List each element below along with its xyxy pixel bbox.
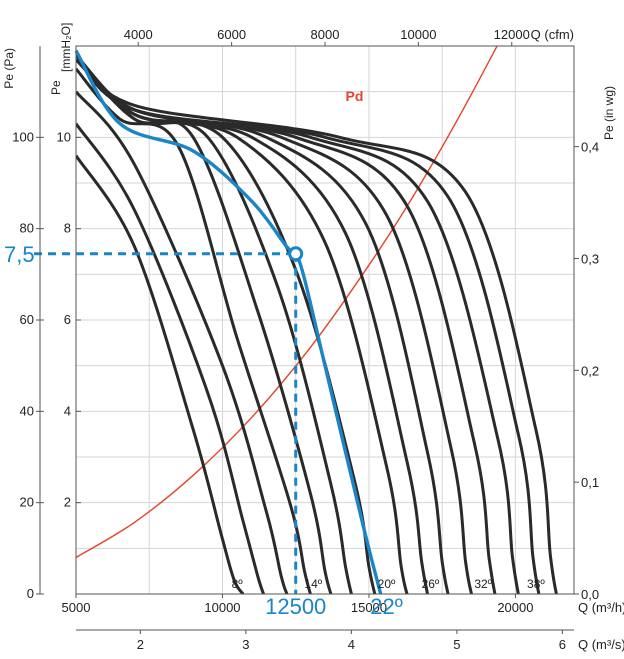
right-inwg-axis-title: Pe (in wg) (602, 86, 616, 140)
blade-label: 14º (304, 577, 322, 591)
blade-curve-14º (76, 67, 312, 594)
left-mm-tick-label: 10 (57, 129, 71, 144)
bottom-m3h-axis-title: Q (m³/h) (578, 600, 624, 615)
highlight-angle-label: 22º (370, 594, 403, 619)
left-pa-tick-label: 0 (27, 586, 34, 601)
right-inwg-tick-label: 0,3 (581, 251, 599, 266)
blade-curve-38º (76, 53, 558, 594)
blade-curve-10º (76, 122, 265, 594)
blade-label: 26º (422, 577, 440, 591)
pd-label: Pd (346, 88, 364, 104)
operating-q-label: 12500 (265, 594, 326, 619)
left-pa-axis-title: Pe (Pa) (2, 48, 16, 89)
bottom-m3s-tick-label: 2 (137, 637, 144, 652)
bottom-m3s-axis-title: Q (m³/s) (578, 637, 624, 652)
top-cfm-tick-label: 6000 (217, 27, 246, 42)
left-pa-tick-label: 80 (20, 221, 34, 236)
blade-curves (76, 53, 558, 594)
top-cfm-tick-label: 4000 (124, 27, 153, 42)
operating-point-marker (288, 246, 304, 262)
blade-curve-18º (76, 54, 353, 594)
blade-curve-32º (76, 54, 497, 594)
left-pa-tick-label: 60 (20, 312, 34, 327)
blade-label: 20º (378, 577, 396, 591)
left-mm-tick-label: 2 (64, 495, 71, 510)
bottom-m3h-tick-label: 15000 (351, 600, 387, 615)
axes (36, 42, 579, 634)
bottom-m3s-tick-label: 3 (242, 637, 249, 652)
left-pa-tick-label: 100 (12, 129, 34, 144)
right-inwg-tick-label: 0,4 (581, 140, 599, 155)
left-mm-tick-label: 6 (64, 312, 71, 327)
blade-curve-8º (76, 154, 245, 594)
top-cfm-tick-label: 10000 (400, 27, 436, 42)
top-cfm-tick-label: 8000 (311, 27, 340, 42)
left-pa-tick-label: 40 (20, 403, 34, 418)
blade-label: 32º (474, 577, 492, 591)
blade-curve-26º (76, 54, 429, 594)
right-inwg-tick-label: 0,0 (581, 587, 599, 602)
bottom-m3h-tick-label: 10000 (204, 600, 240, 615)
top-cfm-tick-label: 12000 (494, 27, 530, 42)
right-inwg-tick-label: 0,1 (581, 475, 599, 490)
labels: 0 20 40 60 80 100 Pe (Pa) 2 4 6 8 10 Pe [mmH₂O] 0,0 0,1… (2, 23, 624, 652)
left-mm-axis-unit: [mmH₂O] (59, 23, 73, 72)
bottom-m3s-tick-label: 6 (559, 637, 566, 652)
bottom-m3s-tick-label: 4 (348, 637, 355, 652)
left-mm-axis-pe: Pe (49, 80, 63, 95)
blade-label: 8º (232, 577, 244, 591)
right-inwg-tick-label: 0,2 (581, 363, 599, 378)
grid (75, 45, 574, 595)
pd-curve-layer (76, 46, 498, 559)
bottom-m3h-tick-label: 5000 (62, 600, 91, 615)
left-mm-tick-label: 8 (64, 221, 71, 236)
left-pa-tick-label: 20 (20, 495, 34, 510)
operating-pe-label: 7,5 (4, 242, 35, 267)
top-cfm-axis-title: Q (cfm) (531, 27, 574, 42)
bottom-m3h-tick-label: 20000 (497, 600, 533, 615)
blade-curve-36º (76, 54, 541, 594)
blade-curve-30º (76, 54, 473, 594)
blade-label: 38º (527, 577, 545, 591)
pd-curve (76, 46, 498, 559)
bottom-m3s-tick-label: 5 (453, 637, 460, 652)
highlight-layer (34, 49, 383, 595)
blade-curve-12º (76, 90, 289, 594)
left-mm-tick-label: 4 (64, 403, 71, 418)
